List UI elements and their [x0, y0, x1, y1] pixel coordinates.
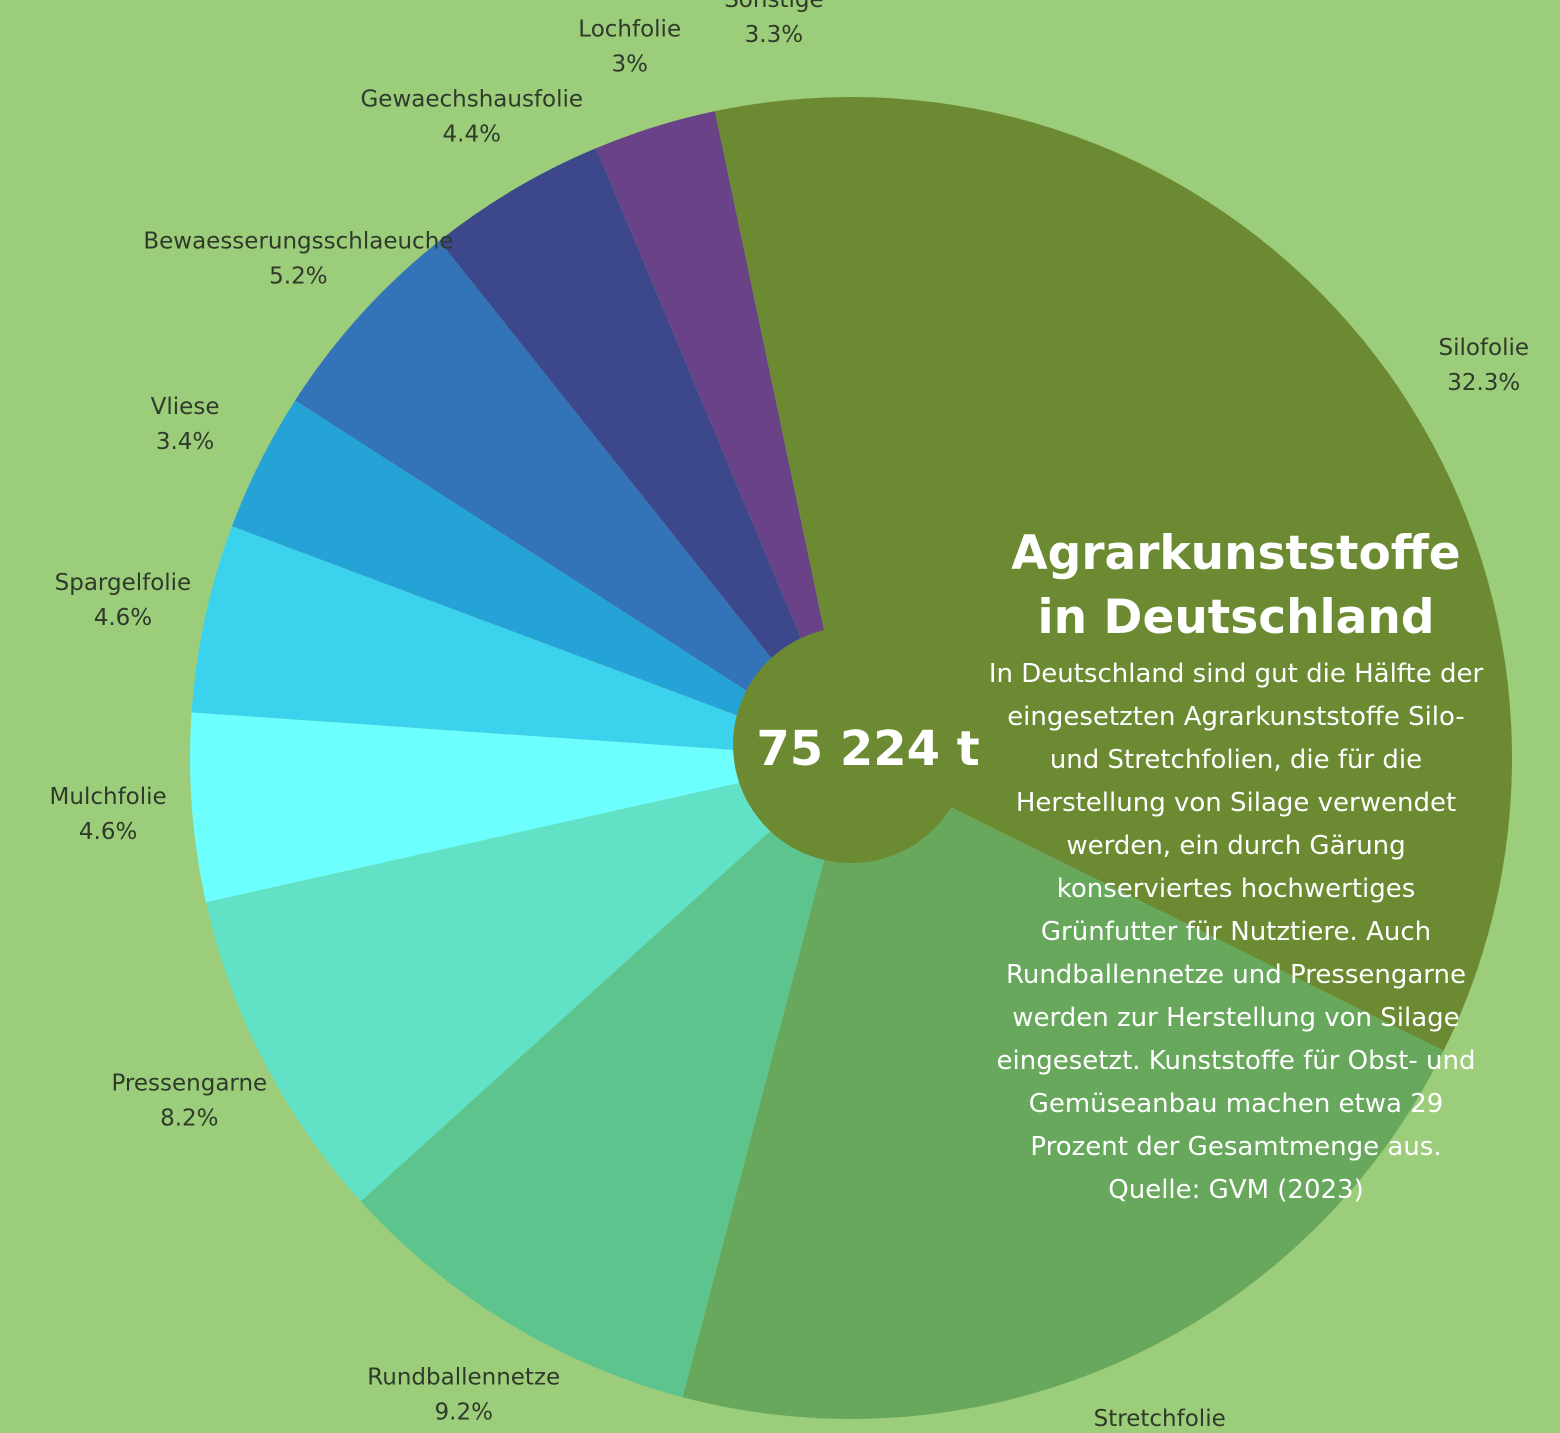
slice-value-label: 3.3%: [745, 22, 803, 48]
slice-label: Stretchfolie: [1094, 1406, 1226, 1432]
slice: [682, 758, 1444, 1419]
slice: [851, 97, 1513, 1051]
slice-value-label: 4.6%: [94, 605, 152, 631]
description-box: In Deutschland sind gut die Hälfte der e…: [986, 653, 1486, 1212]
slice-label: Mulchfolie: [50, 784, 167, 810]
slice: [191, 526, 852, 758]
slice: [205, 758, 852, 1202]
slice-label: Sonstige: [724, 0, 823, 13]
center-disc: [733, 627, 969, 863]
slice-label: Lochfolie: [578, 17, 681, 43]
title: Agrarkunststoffe in Deutschland: [1011, 526, 1461, 645]
slice-value-label: 32.3%: [1447, 370, 1520, 396]
slice-value-label: 4.6%: [79, 819, 137, 845]
slice: [295, 240, 851, 759]
slice: [231, 400, 851, 758]
slice-label: Pressengarne: [111, 1070, 267, 1096]
slice-label: Bewaesserungsschlaeuche: [143, 228, 453, 254]
slice-value-label: 8.2%: [160, 1105, 218, 1131]
slice-value-label: 5.2%: [269, 263, 327, 289]
slice-value-label: 4.4%: [443, 122, 501, 148]
slice-value-label: 9.2%: [435, 1399, 493, 1425]
slice: [360, 758, 851, 1398]
slice-label: Silofolie: [1438, 335, 1529, 361]
center-label: 75 224 t: [756, 721, 979, 777]
slice-label: Rundballennetze: [367, 1364, 560, 1390]
slice-value-label: 3.4%: [156, 429, 214, 455]
slice: [596, 111, 851, 758]
slice: [190, 712, 852, 903]
source: Quelle: GVM (2023): [1108, 1175, 1364, 1205]
slice: [439, 148, 851, 759]
slice-label: Vliese: [151, 394, 220, 420]
slices: [190, 97, 1513, 1419]
slice-label: Gewaechshausfolie: [360, 87, 583, 113]
slice: [714, 97, 851, 758]
slice-label: Spargelfolie: [55, 570, 192, 596]
slice-value-label: 3%: [611, 52, 648, 78]
description: In Deutschland sind gut die Hälfte der e…: [988, 659, 1484, 1162]
